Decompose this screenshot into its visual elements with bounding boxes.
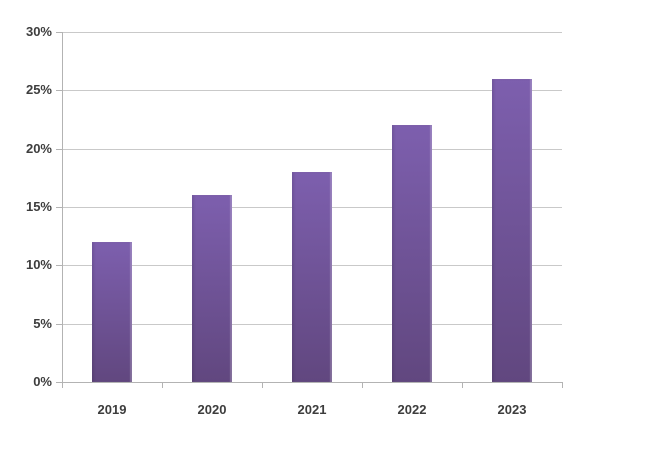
x-axis-tick	[462, 383, 463, 388]
x-tick-label: 2022	[397, 402, 427, 417]
y-tick-label: 25%	[25, 82, 52, 97]
x-tick-label: 2023	[497, 402, 527, 417]
y-axis-tick	[56, 149, 62, 150]
bar-2020	[192, 195, 232, 382]
bar-2019	[92, 242, 132, 382]
y-axis-tick	[56, 265, 62, 266]
x-tick-label: 2020	[197, 402, 227, 417]
y-axis-tick	[56, 207, 62, 208]
y-axis-tick	[56, 90, 62, 91]
x-axis-tick	[262, 383, 263, 388]
y-axis-tick	[56, 324, 62, 325]
x-axis-tick	[162, 383, 163, 388]
x-axis-tick	[362, 383, 363, 388]
gridline	[62, 90, 562, 91]
gridline	[62, 149, 562, 150]
x-axis-line	[62, 382, 563, 383]
y-tick-label: 10%	[25, 257, 52, 272]
y-axis-tick	[56, 382, 62, 383]
y-axis-line	[62, 32, 63, 382]
bar-2023	[492, 79, 532, 382]
bar-2022	[392, 125, 432, 382]
y-tick-label: 20%	[25, 141, 52, 156]
x-axis-tick	[562, 383, 563, 388]
y-tick-label: 30%	[25, 24, 52, 39]
bar-2021	[292, 172, 332, 382]
y-tick-label: 0%	[33, 374, 52, 389]
x-axis-tick	[62, 383, 63, 388]
gridline	[62, 32, 562, 33]
x-tick-label: 2019	[97, 402, 127, 417]
y-tick-label: 15%	[25, 199, 52, 214]
y-tick-label: 5%	[33, 316, 52, 331]
x-tick-label: 2021	[297, 402, 327, 417]
y-axis-tick	[56, 32, 62, 33]
